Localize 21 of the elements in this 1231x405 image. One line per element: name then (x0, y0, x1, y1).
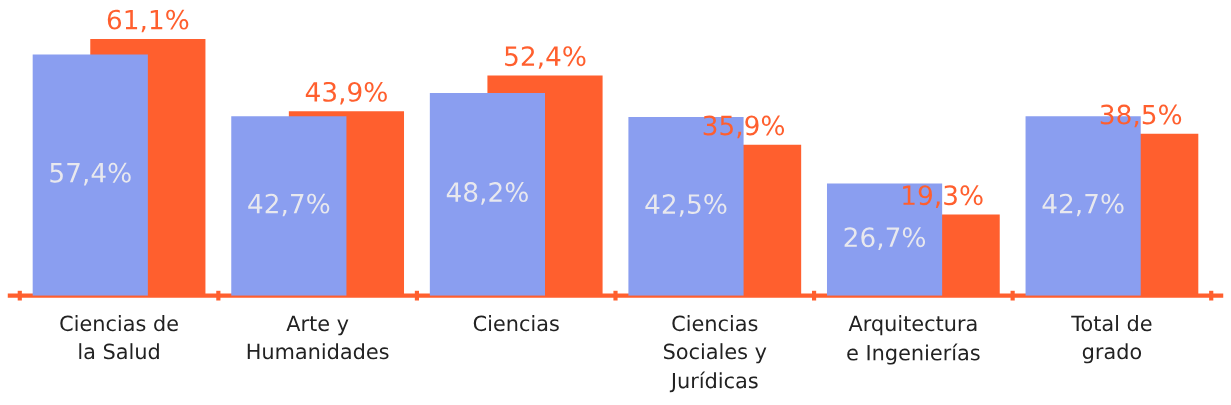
bar (32, 54, 148, 296)
data-label: 61,1% (107, 9, 189, 33)
x-tick-label: Arte y Humanidades (247, 315, 389, 360)
data-label: 19,3% (903, 185, 983, 208)
data-label: 42,5% (645, 194, 727, 217)
data-label: 57,4% (50, 162, 131, 186)
x-tick-label: Arquitectura e Ingenierías (847, 315, 980, 365)
x-tick-label: Total de grado (1071, 315, 1152, 364)
x-tick-label: Ciencias (473, 315, 559, 332)
bar (231, 116, 347, 296)
data-label: 48,2% (446, 182, 528, 205)
data-label: 35,9% (703, 115, 785, 139)
data-label: 26,7% (844, 227, 926, 250)
data-label: 42,7% (1042, 193, 1124, 217)
data-label: 52,4% (505, 46, 586, 69)
x-tick-label: Ciencias de la Salud (60, 315, 178, 360)
data-label: 38,5% (1100, 104, 1182, 128)
bar (429, 93, 546, 296)
x-tick-label: Ciencias Sociales y Jurídicas (663, 315, 767, 393)
data-label: 42,7% (248, 193, 330, 217)
data-label: 43,9% (305, 81, 387, 105)
